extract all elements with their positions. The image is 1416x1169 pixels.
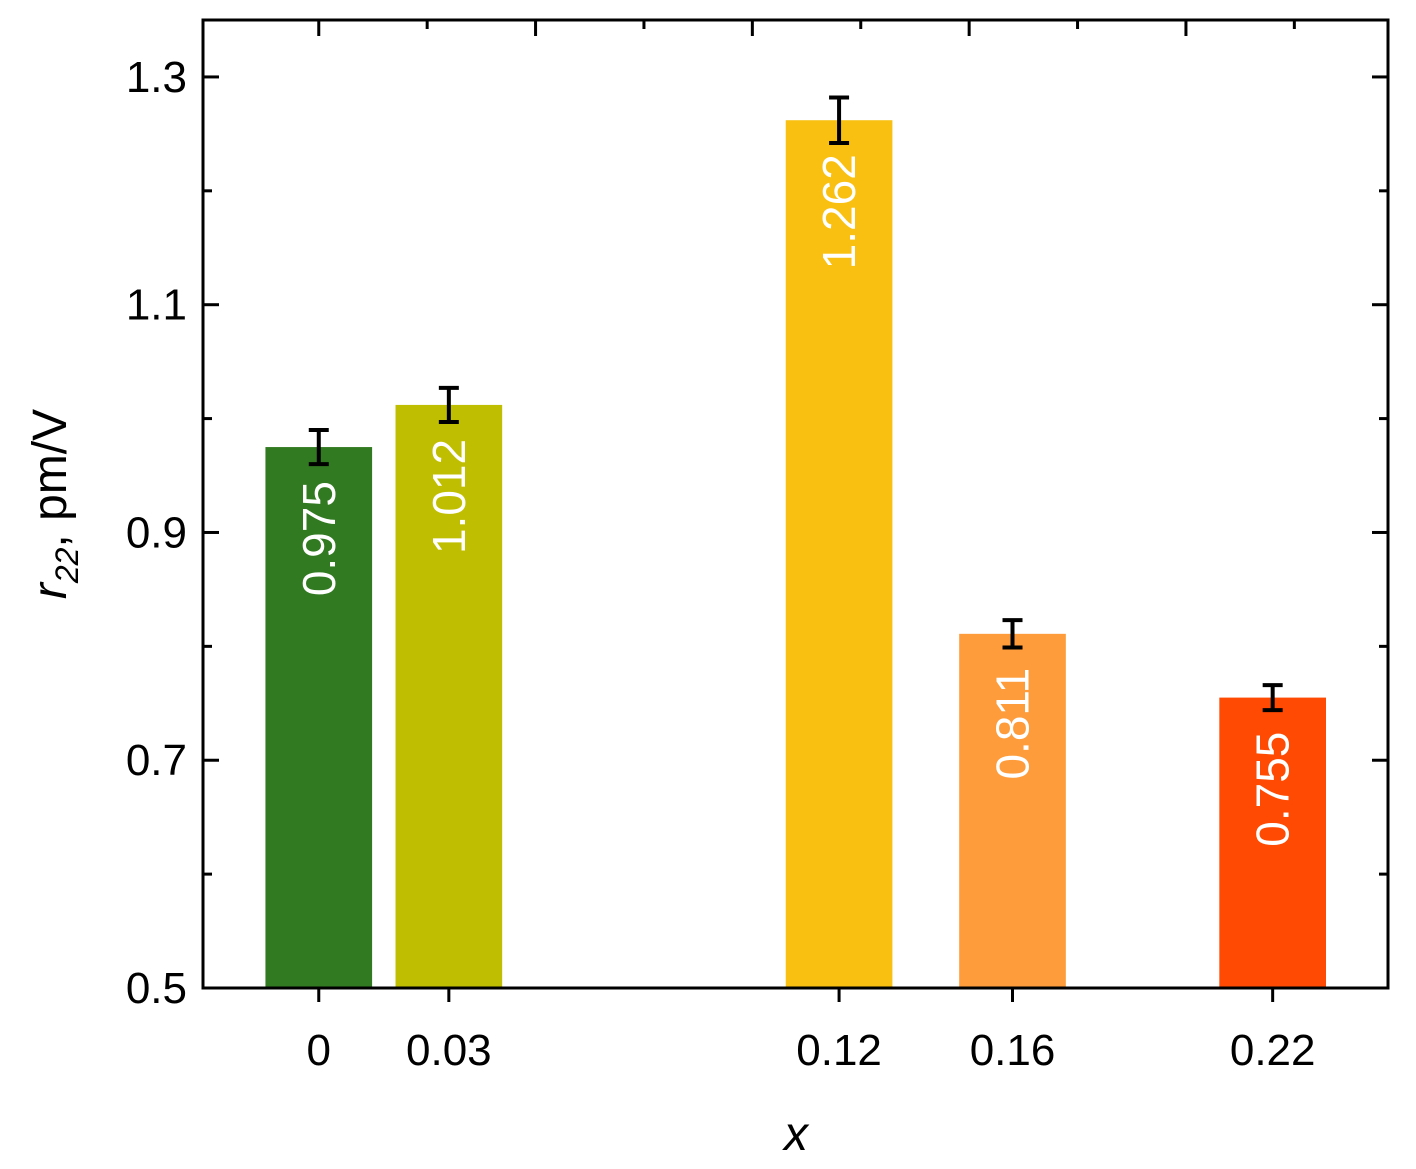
y-axis-ticks: 0.5 0.7 0.9 1.1 1.3 — [126, 53, 1388, 1013]
bar-value-label-0.16: 0.811 — [987, 668, 1039, 780]
bar-0.12 — [785, 120, 893, 988]
y-tick-label-0.9: 0.9 — [126, 508, 187, 557]
y-tick-label-1.3: 1.3 — [126, 53, 187, 102]
bar-0 — [265, 447, 373, 988]
y-axis-label-symbol: r — [24, 581, 77, 599]
bar-0.22 — [1219, 697, 1326, 988]
error-bar-0.03 — [438, 385, 459, 425]
bar-value-label-0: 0.975 — [293, 481, 345, 596]
bars-layer — [265, 120, 1326, 988]
error-bar-0.12 — [829, 95, 850, 145]
bar-value-label-0.22: 0.755 — [1247, 732, 1299, 847]
x-tick-label-0: 0 — [307, 1026, 331, 1075]
y-tick-label-0.5: 0.5 — [126, 964, 187, 1013]
y-axis-label: r22, pm/V — [24, 409, 85, 599]
error-bar-0 — [308, 427, 329, 467]
bar-0.16 — [959, 633, 1066, 988]
x-tick-label-0.16: 0.16 — [970, 1026, 1056, 1075]
bar-value-label-0.03: 1.012 — [423, 439, 475, 554]
error-bars-layer — [308, 95, 1283, 713]
x-tick-label-0.12: 0.12 — [796, 1026, 882, 1075]
x-tick-label-0.03: 0.03 — [406, 1026, 492, 1075]
y-axis-label-unit: , pm/V — [24, 409, 77, 548]
error-bar-0.22 — [1262, 683, 1283, 713]
plot-frame — [201, 18, 1390, 990]
bar-value-label-0.12: 1.262 — [813, 154, 865, 269]
bar-value-labels-layer: 0.975 1.012 1.262 0.811 0.755 — [293, 154, 1299, 847]
bar-0.03 — [395, 404, 503, 988]
x-axis-ticks: 0 0.03 0.12 0.16 0.22 — [307, 20, 1316, 1075]
y-axis-label-subscript: 22 — [49, 547, 85, 584]
y-tick-label-0.7: 0.7 — [126, 736, 187, 785]
error-bar-0.16 — [1002, 618, 1023, 650]
x-axis-label: x — [782, 1108, 810, 1161]
x-tick-label-0.22: 0.22 — [1230, 1026, 1316, 1075]
y-tick-label-1.1: 1.1 — [126, 281, 187, 330]
